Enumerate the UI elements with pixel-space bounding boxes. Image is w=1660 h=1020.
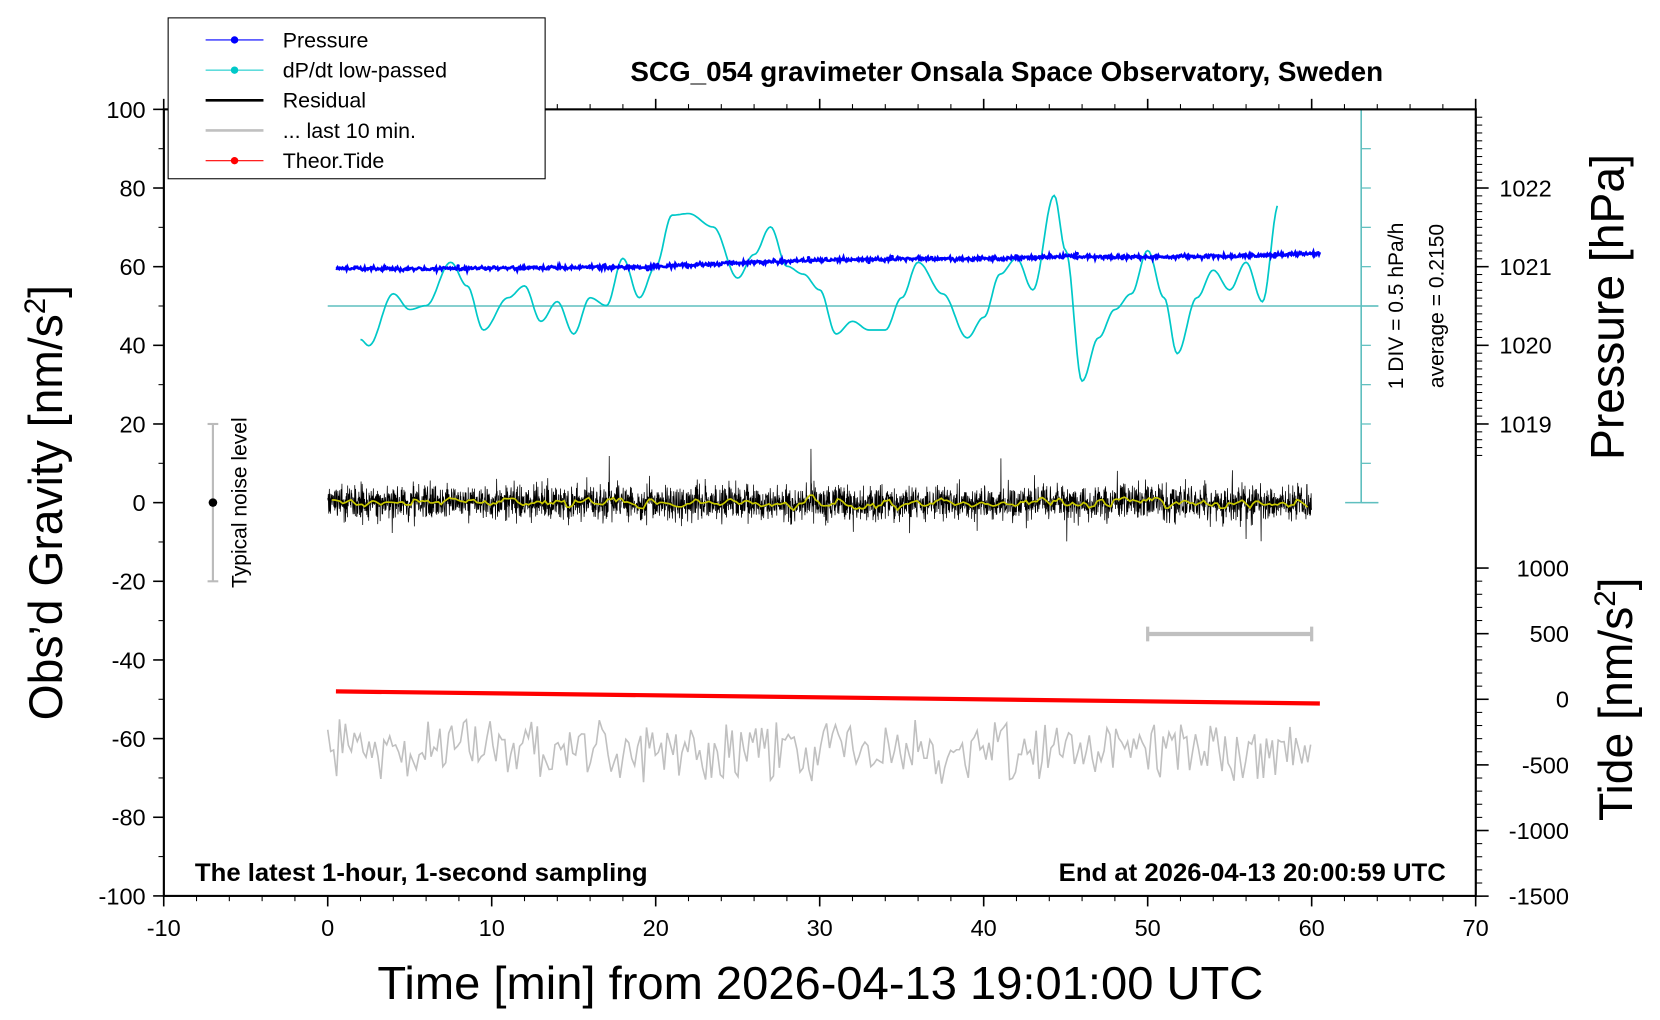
pressure-point [483,267,488,271]
pressure-series-line [335,247,1322,276]
pressure-point [759,260,764,264]
pressure-point [765,260,770,264]
dpdt-scale-label: 1 DIV = 0.5 hPa/h [1385,223,1408,390]
pressure-point [890,254,894,259]
pressure-point [394,267,398,271]
x-tick-label: -10 [147,915,181,941]
x-tick-label: 10 [479,915,505,941]
y-tick-label: -20 [112,569,146,595]
pressure-point [730,260,735,264]
legend-label: Pressure [283,29,369,52]
legend: Pressure dP/dt low-passed Residual ... last… [167,17,546,180]
tide-tick-label: 500 [1530,621,1569,647]
tide-tick-label: -1500 [1509,884,1569,910]
legend-label: dP/dt low-passed [283,60,447,83]
pressure-point [1273,255,1277,259]
y-tick-label: -80 [112,805,146,831]
pressure-point [1273,252,1277,256]
plot-area [207,108,1379,784]
pressure-point [459,267,464,272]
tide-tick-label: 1000 [1517,556,1569,582]
pressure-point [656,262,660,267]
legend-box [167,17,546,180]
x-axis-label: Time [min] from 2026-04-13 19:01:00 UTC [377,957,1263,1009]
pressure-tick-label: 1022 [1499,176,1551,202]
pressure-point [1000,258,1005,262]
y-tick-label: 20 [119,412,145,438]
pressure-point [1288,251,1292,255]
tide-series-line [335,689,1320,706]
legend-swatch-dot [230,36,239,44]
legend-swatch-dot [230,66,239,74]
pressure-point [610,266,615,271]
annotation-right: End at 2026-04-13 20:00:59 UTC [1059,859,1446,887]
y-tick-label: 0 [133,490,146,516]
pressure-point [809,258,814,263]
x-tick-label: 50 [1135,915,1161,941]
y-tick-label: 60 [119,254,145,280]
tide-tick-label: -1000 [1509,818,1569,844]
y-tick-label: 80 [119,176,145,202]
pressure-point [977,255,981,260]
last10-series-line [326,717,1312,784]
pressure-point [1112,256,1116,260]
pressure-point [526,266,530,270]
pressure-point [806,256,811,260]
residual-smoothed-line [331,494,1309,512]
pressure-point [456,264,460,268]
pressure-point [603,263,607,267]
x-tick-label: 30 [807,915,833,941]
pressure-point [382,264,387,268]
pressure-point [588,265,593,269]
tide-tick-label: 0 [1556,687,1569,713]
tide-tick-label: -500 [1522,753,1569,779]
legend-label: Theor.Tide [283,150,385,173]
pressure-point [1052,255,1057,259]
y-axis-label-left: Obs’d Gravity [nm/s2] [19,285,72,720]
pressure-point [390,267,395,271]
axis-ticks: -10 0 10 20 30 40 50 60 70100806040200-20-40-60-… [99,97,1569,941]
x-tick-label: 60 [1299,915,1325,941]
pressure-point [867,260,871,265]
legend-label: Residual [283,90,366,113]
noise-level-center-dot [208,498,218,507]
y-axis-label-pressure: Pressure [hPa] [1581,154,1633,460]
x-tick-label: 0 [321,915,334,941]
plot-frame [162,108,1477,897]
pressure-point [1312,254,1316,258]
y-axis-label-tide: Tide [nm/s2] [1589,578,1642,821]
legend-swatch-dot [230,156,239,165]
x-tick-label: 20 [643,915,669,941]
pressure-point [1014,254,1018,258]
pressure-tick-label: 1020 [1499,333,1551,359]
dpdt-average-label: average = 0.2150 [1426,224,1449,388]
chart-title: SCG_054 gravimeter Onsala Space Observat… [630,56,1383,87]
pressure-point [353,265,357,269]
pressure-point [1122,254,1126,259]
annotation-left: The latest 1-hour, 1-second sampling [195,859,648,887]
y-tick-label: 100 [106,97,145,123]
pressure-tick-label: 1019 [1499,412,1551,438]
residual-series-line [327,448,1313,542]
pressure-point [743,261,747,265]
dpdt-series-line [360,194,1279,383]
pressure-point [1071,254,1075,258]
pressure-point [645,268,650,272]
y-tick-label: -60 [112,726,146,752]
x-tick-label: 40 [971,915,997,941]
y-tick-label: 40 [119,333,145,359]
y-tick-label: -100 [99,884,146,910]
pressure-point [625,264,629,268]
x-tick-label: 70 [1463,915,1489,941]
pressure-point [1011,256,1016,260]
noise-level-label: Typical noise level [228,417,251,588]
pressure-point [933,257,938,261]
pressure-point [752,261,757,266]
y-tick-label: -40 [112,648,146,674]
pressure-tick-label: 1021 [1499,254,1551,280]
legend-label: ... last 10 min. [283,120,416,143]
pressure-point [405,267,409,272]
pressure-point [1075,251,1079,256]
